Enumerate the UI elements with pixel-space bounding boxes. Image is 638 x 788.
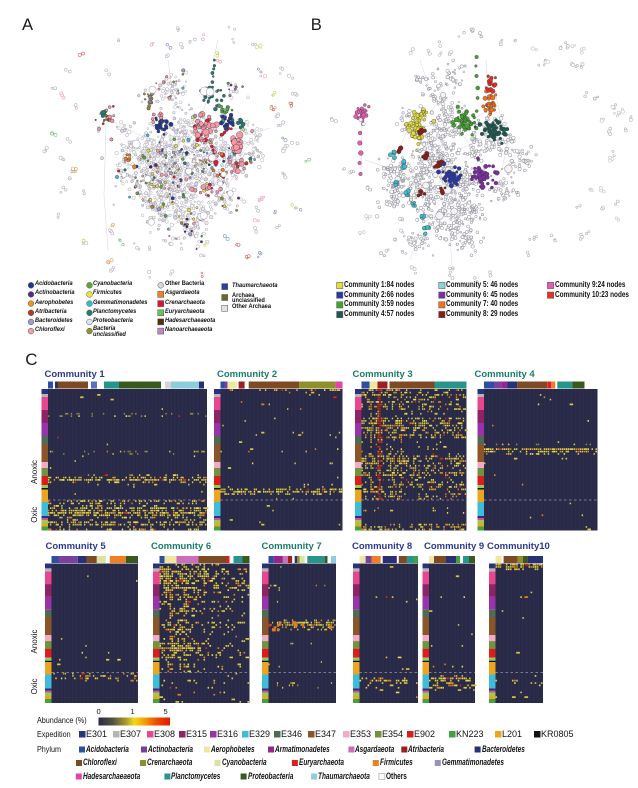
svg-text:Oxic: Oxic <box>30 507 39 523</box>
svg-text:Anoxic: Anoxic <box>30 460 39 484</box>
svg-text:Anoxic: Anoxic <box>30 629 39 653</box>
svg-text:Oxic: Oxic <box>30 679 39 695</box>
